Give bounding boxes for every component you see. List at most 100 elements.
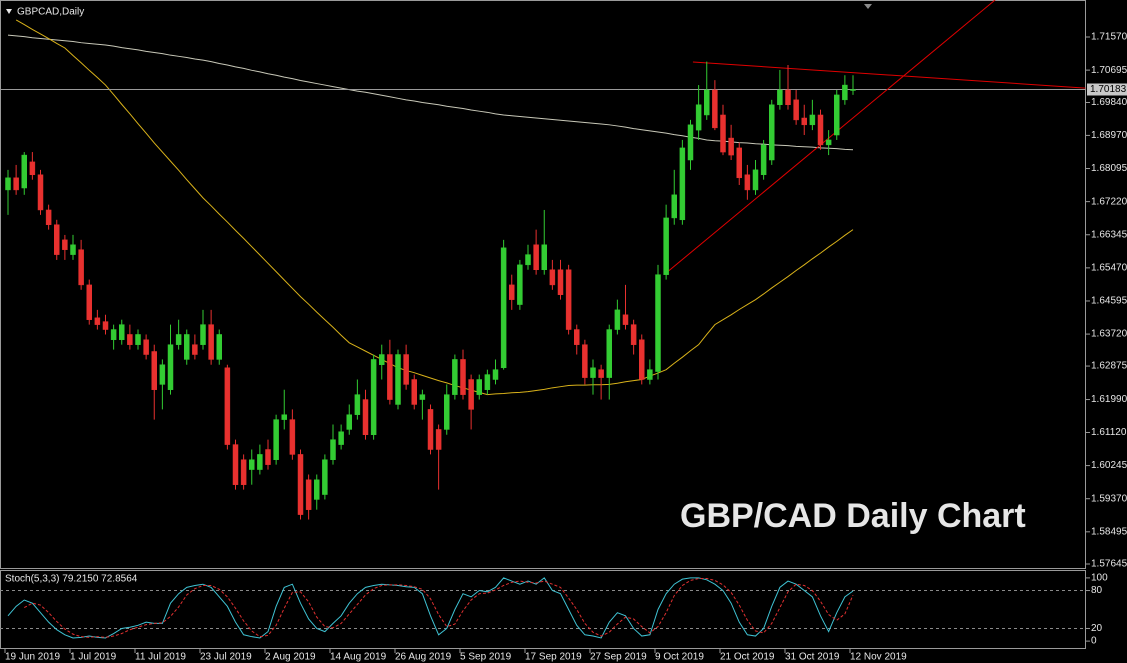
trend-line: [667, 0, 996, 273]
candle-body: [395, 354, 401, 405]
candle-body: [793, 99, 799, 121]
candle-body: [289, 419, 296, 455]
candle-body: [216, 334, 222, 360]
candle-body: [444, 394, 450, 430]
candle-body: [249, 459, 255, 470]
x-tick-label: 2 Aug 2019: [265, 652, 316, 663]
candle-body: [655, 274, 661, 372]
candle-body: [452, 359, 458, 395]
candle-body: [679, 147, 686, 221]
candle-body: [460, 359, 466, 395]
candle-body: [744, 174, 751, 191]
candle-body: [200, 324, 206, 345]
candle-body: [411, 379, 417, 405]
candle-body: [159, 364, 166, 385]
candle-body: [533, 244, 539, 271]
candle-body: [809, 114, 816, 126]
chart-shift-marker: [864, 4, 872, 9]
y-tick-label: 1.58495: [1091, 526, 1127, 537]
candle-body: [354, 394, 361, 415]
candle-body: [192, 344, 198, 355]
y-tick-label: 1.66345: [1091, 229, 1127, 240]
y-tick-label: 1.70695: [1091, 65, 1127, 76]
x-tick-label: 19 Jun 2019: [5, 652, 60, 663]
candle-body: [5, 177, 11, 191]
candle-body: [119, 324, 125, 341]
stoch-panel-frame: [0, 570, 1086, 649]
x-tick-label: 14 Aug 2019: [330, 652, 387, 663]
x-tick-label: 27 Sep 2019: [590, 652, 647, 663]
candle-body: [728, 137, 734, 156]
stoch-title: Stoch(5,3,3) 79.2150 72.8564: [5, 574, 138, 585]
candle-body: [630, 324, 637, 345]
x-tick-label: 23 Jul 2019: [200, 652, 252, 663]
candle-body: [606, 329, 612, 378]
stoch-y-tick-label: 100: [1091, 573, 1108, 584]
candle-body: [346, 414, 352, 430]
main-plot: [0, 0, 1086, 520]
candle-body: [110, 329, 117, 341]
candle-body: [760, 144, 767, 176]
candle-body: [687, 124, 694, 161]
stoch-line: [7, 577, 854, 639]
candle-body: [62, 239, 68, 250]
candle-body: [305, 479, 312, 510]
x-tick-label: 9 Oct 2019: [655, 652, 704, 663]
stoch-plot: [0, 577, 1086, 639]
y-tick-label: 1.68970: [1091, 130, 1127, 141]
candle-body: [663, 217, 669, 275]
candle-body: [167, 344, 174, 390]
candle-body: [45, 209, 52, 225]
candle-body: [151, 351, 157, 390]
y-tick-label: 1.61120: [1091, 427, 1127, 438]
stoch-y-tick-label: 0: [1091, 636, 1097, 647]
candle-body: [427, 409, 434, 450]
candle-body: [403, 354, 409, 385]
y-tick-label: 1.64595: [1091, 296, 1127, 307]
candle-body: [695, 104, 702, 131]
candle-body: [712, 89, 718, 129]
candle-body: [549, 269, 556, 286]
candle-body: [825, 139, 832, 146]
candle-body: [590, 367, 596, 378]
candle-body: [78, 249, 84, 286]
last-price-box: [1087, 83, 1127, 96]
candle-body: [476, 379, 482, 395]
candle-body: [86, 284, 92, 320]
candle-body: [232, 444, 239, 485]
candle-body: [525, 254, 531, 266]
candle-body: [769, 104, 775, 161]
candle-body: [240, 459, 247, 485]
candle-body: [834, 94, 840, 136]
candle-body: [639, 339, 645, 380]
candle-body: [484, 374, 491, 390]
candle-body: [297, 454, 304, 515]
candle-body: [614, 309, 621, 330]
x-tick-label: 21 Oct 2019: [720, 652, 775, 663]
stoch-y-tick-label: 20: [1091, 623, 1103, 634]
menu-triangle: [6, 9, 12, 14]
candle-body: [509, 284, 515, 300]
y-tick-label: 1.68095: [1091, 163, 1127, 174]
candle-body: [338, 431, 344, 445]
x-tick-label: 26 Aug 2019: [395, 652, 452, 663]
y-tick-label: 1.57645: [1091, 559, 1127, 570]
candle-body: [314, 479, 320, 500]
candle-body: [777, 89, 783, 106]
candle-body: [184, 334, 190, 360]
candle-body: [322, 459, 328, 495]
candle-body: [541, 244, 547, 271]
candle-body: [565, 269, 572, 330]
y-tick-label: 1.65470: [1091, 263, 1127, 274]
candle-body: [21, 154, 27, 189]
candle-body: [281, 414, 287, 420]
candle-body: [492, 369, 499, 380]
x-tick-label: 12 Nov 2019: [850, 652, 907, 663]
candle-body: [102, 321, 109, 330]
candle-body: [54, 224, 60, 255]
y-tick-label: 1.67220: [1091, 196, 1127, 207]
moving-average: [7, 34, 854, 151]
